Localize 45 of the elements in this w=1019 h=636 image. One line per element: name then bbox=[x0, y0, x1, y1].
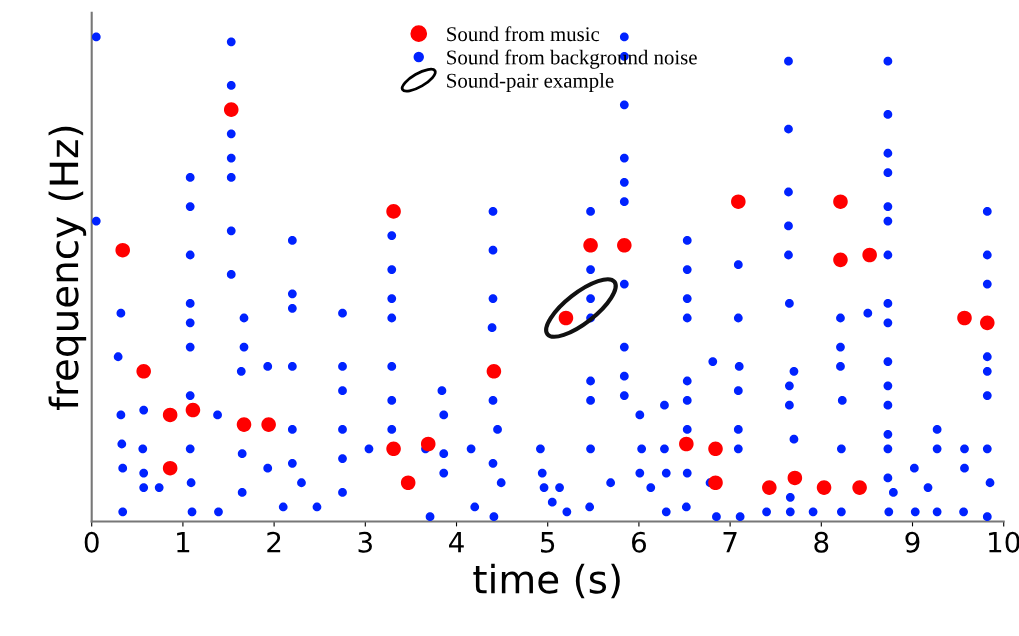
point bbox=[980, 315, 995, 331]
x-tick-label: 3 bbox=[358, 531, 372, 553]
point bbox=[862, 247, 877, 263]
point bbox=[185, 402, 201, 418]
point bbox=[162, 460, 178, 476]
x-tick-label: 8 bbox=[814, 531, 829, 553]
x-tick-label: 2 bbox=[267, 531, 281, 553]
point bbox=[162, 407, 178, 423]
point bbox=[617, 238, 632, 253]
point bbox=[386, 441, 401, 457]
point bbox=[115, 242, 130, 258]
point bbox=[833, 252, 848, 268]
x-tick-label: 7 bbox=[723, 532, 737, 553]
point bbox=[957, 310, 972, 326]
point bbox=[558, 310, 574, 326]
x-tick-label: 5 bbox=[541, 532, 555, 553]
point bbox=[679, 436, 694, 452]
point bbox=[708, 441, 723, 457]
point bbox=[420, 436, 436, 452]
x-tick-label: 0 bbox=[84, 531, 99, 553]
annotation: Sound-pair example bbox=[447, 73, 614, 92]
point bbox=[787, 470, 803, 486]
x-tick-label: 1 bbox=[177, 532, 190, 553]
point bbox=[833, 194, 848, 209]
point bbox=[852, 480, 867, 495]
point bbox=[583, 238, 598, 253]
point bbox=[261, 417, 276, 432]
point bbox=[762, 480, 777, 495]
point bbox=[223, 102, 239, 117]
x-tick-label: 10 bbox=[989, 531, 1019, 553]
point bbox=[731, 194, 746, 209]
y-axis-title: frequency (Hz) bbox=[48, 126, 87, 410]
x-tick-label: 4 bbox=[449, 532, 464, 553]
point bbox=[816, 480, 832, 495]
legend-label: Sound from background noise bbox=[447, 49, 697, 69]
x-axis-title: time (s) bbox=[473, 563, 620, 599]
point bbox=[708, 475, 723, 491]
point bbox=[400, 475, 416, 491]
point bbox=[486, 364, 502, 379]
legend-label: Sound from music bbox=[447, 26, 600, 42]
point bbox=[386, 204, 401, 219]
x-tick-label: 6 bbox=[632, 531, 646, 553]
point bbox=[236, 417, 252, 432]
point bbox=[136, 364, 151, 379]
x-tick-label: 9 bbox=[905, 531, 920, 553]
